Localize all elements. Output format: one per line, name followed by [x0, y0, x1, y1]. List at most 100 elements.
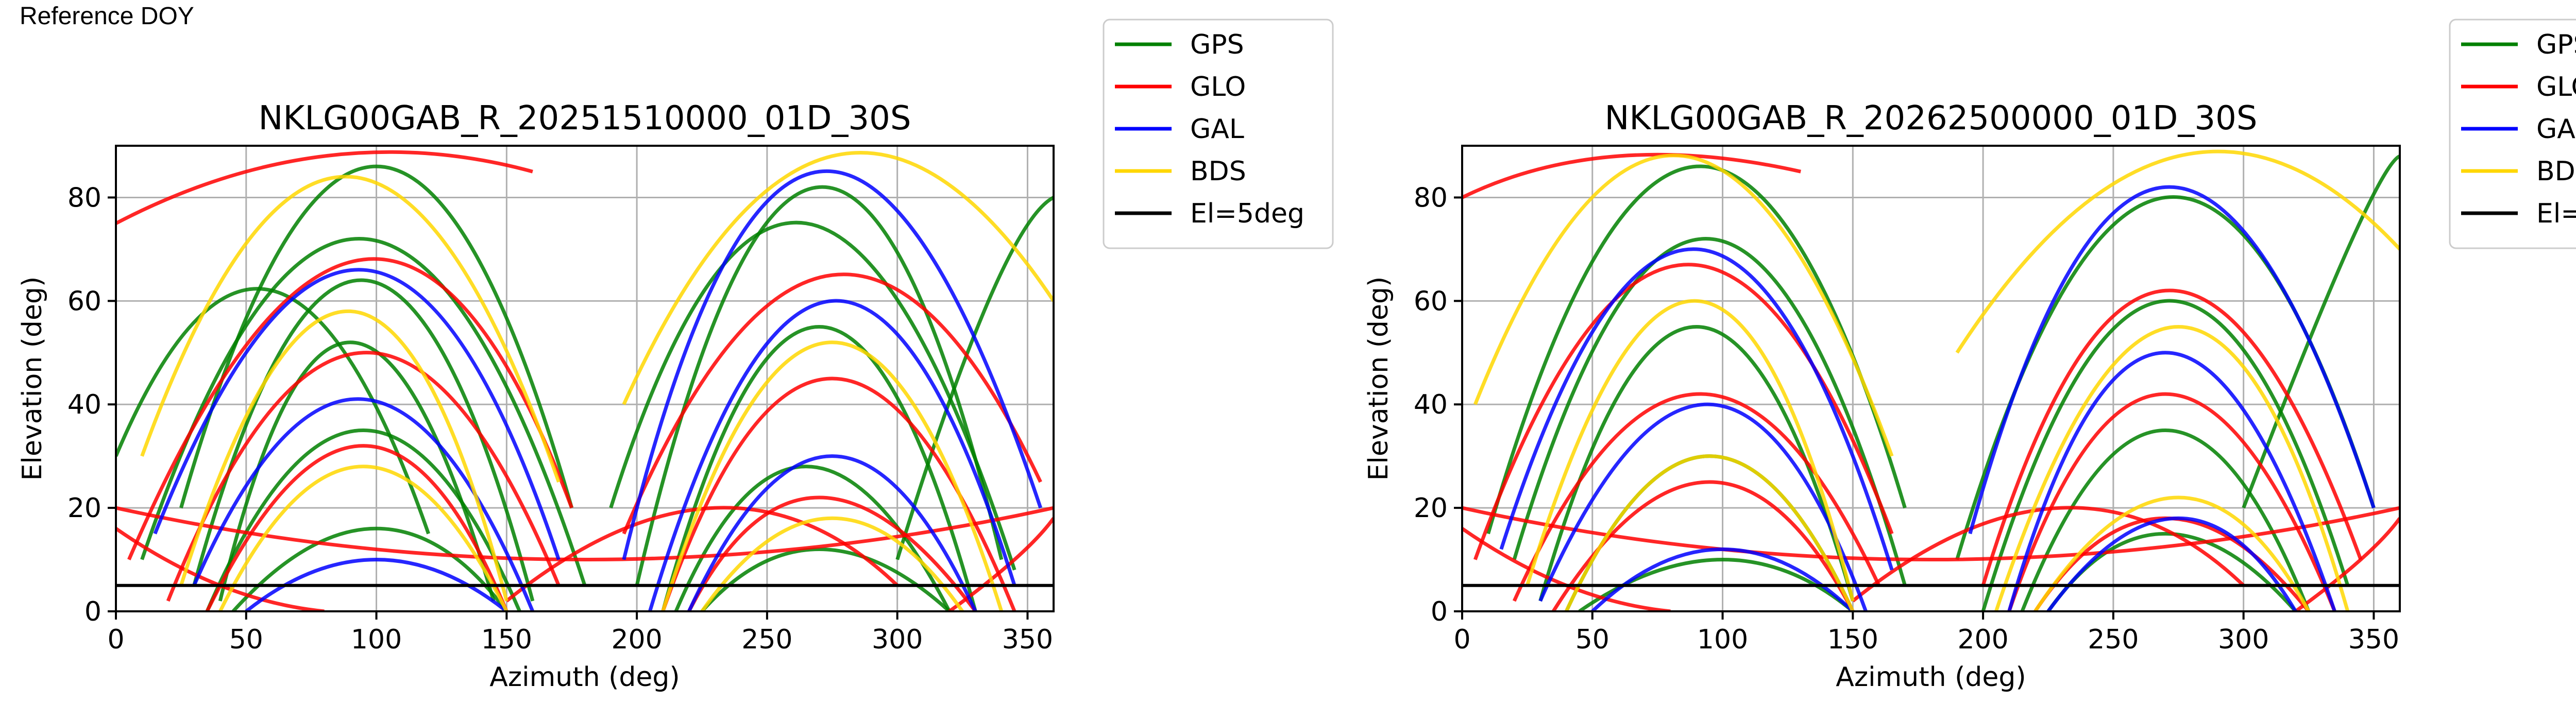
legend-label: BDS: [2536, 156, 2576, 187]
series-arc-glo: [127, 257, 573, 560]
series-arc-bds: [622, 150, 1054, 405]
y-tick-label: 0: [1431, 596, 1448, 627]
x-tick-label: 50: [229, 624, 263, 655]
legend-label: GPS: [1190, 29, 1244, 60]
series-arc-glo: [1512, 392, 1881, 602]
plot-frame: [1461, 145, 2401, 612]
series-arc-bds: [218, 465, 509, 611]
legend-label: BDS: [1190, 156, 1246, 187]
legend-label: GLO: [1190, 72, 1246, 102]
series-arc-gps: [1981, 299, 2350, 611]
x-tick-label: 350: [2348, 624, 2399, 655]
chart-title: NKLG00GAB_R_20262500000_01D_30S: [1605, 99, 2258, 138]
legend-label: GPS: [2536, 29, 2576, 60]
series-arc-glo: [2007, 392, 2336, 611]
chart-panel-right: 0 50 100 150 200 250 300 350 0 20 40 60 80 NKLG00GAB_…: [1363, 19, 2576, 693]
series-arc-glo: [1473, 263, 1894, 560]
x-axis-label: Azimuth (deg): [489, 662, 680, 693]
x-tick-label: 150: [1827, 624, 1878, 655]
series-arc-glo: [1981, 288, 2363, 586]
series-group: [1462, 149, 2400, 611]
series-arc-glo: [505, 506, 899, 603]
chart-panel-left: 0 50 100 150 200 250 300 350 0 20 40 60 80 NKLG00GAB_…: [17, 19, 1334, 693]
series-arc-gal: [622, 169, 1043, 560]
legend-label: GAL: [2536, 114, 2576, 145]
legend-box: [1103, 19, 1334, 249]
series-arc-gps: [674, 465, 951, 611]
series-arc-gps: [2020, 428, 2311, 611]
series-arc-glo: [116, 506, 1054, 562]
series-arc-gps: [1486, 164, 1907, 535]
series-arc-bds: [1526, 299, 1855, 602]
y-tick-label: 80: [67, 182, 101, 213]
series-arc-glo: [2294, 517, 2400, 611]
series-group: [116, 150, 1054, 611]
y-tick-label: 40: [1414, 389, 1448, 420]
series-arc-gps: [2242, 154, 2400, 509]
y-tick-label: 0: [84, 596, 101, 627]
legend-label: GAL: [1190, 114, 1244, 145]
y-axis-label: Elevation (deg): [1363, 277, 1394, 481]
legend-label: El=5deg: [2536, 198, 2576, 229]
series-arc-bds: [1955, 149, 2400, 354]
series-arc-gal: [192, 397, 535, 611]
series-arc-gps: [700, 547, 951, 611]
legend-box: [2449, 19, 2576, 249]
x-tick-label: 250: [2088, 624, 2139, 655]
series-arc-glo: [1462, 506, 2400, 562]
series-arc-gps: [895, 196, 1054, 560]
x-tick-label: 200: [1957, 624, 2008, 655]
series-arc-glo: [166, 351, 561, 602]
x-tick-label: 150: [481, 624, 532, 655]
x-axis-label: Azimuth (deg): [1836, 662, 2026, 693]
y-tick-label: 20: [1414, 493, 1448, 524]
chart-title: NKLG00GAB_R_20251510000_01D_30S: [259, 99, 911, 138]
series-arc-bds: [1565, 454, 1855, 611]
series-arc-gal: [648, 299, 1016, 611]
series-arc-bds: [1994, 325, 2350, 611]
series-arc-gps: [205, 428, 521, 611]
x-tick-label: 300: [872, 624, 923, 655]
series-arc-glo: [116, 150, 533, 225]
series-arc-gal: [2046, 516, 2297, 611]
y-tick-label: 60: [67, 286, 101, 317]
series-arc-bds: [179, 309, 509, 602]
x-tick-label: 100: [351, 624, 402, 655]
series-arc-gal: [1591, 547, 1854, 611]
y-tick-label: 60: [1414, 286, 1448, 317]
x-tick-label: 0: [1453, 624, 1470, 655]
series-arc-gal: [1968, 185, 2376, 535]
series-arc-glo: [1852, 506, 2245, 603]
series-arc-gps: [1512, 237, 1907, 586]
series-arc-glo: [1462, 152, 1801, 199]
series-arc-gal: [2007, 351, 2336, 611]
series-arc-gps: [635, 185, 1004, 586]
series-arc-bds: [1473, 153, 1894, 457]
series-arc-bds: [700, 516, 964, 611]
y-tick-label: 80: [1414, 182, 1448, 213]
series-arc-gps: [140, 237, 587, 586]
series-arc-gal: [687, 454, 977, 611]
y-axis-label: Elevation (deg): [17, 277, 48, 481]
x-tick-label: 100: [1697, 624, 1748, 655]
series-arc-bds: [140, 175, 561, 483]
series-arc-gal: [1538, 402, 1868, 611]
series-arc-bds: [2033, 495, 2311, 611]
series-arc-glo: [622, 272, 1042, 535]
x-tick-label: 0: [107, 624, 124, 655]
legend: GPS GLO GAL BDS El=5deg: [2449, 19, 2576, 249]
x-tick-label: 250: [741, 624, 792, 655]
y-tick-label: 40: [67, 389, 101, 420]
x-tick-label: 300: [2218, 624, 2269, 655]
series-arc-gal: [153, 268, 561, 560]
series-arc-glo: [205, 444, 509, 611]
series-arc-bds: [661, 340, 1004, 611]
x-tick-label: 200: [611, 624, 662, 655]
legend-label: El=5deg: [1190, 198, 1304, 229]
legend: GPS GLO GAL BDS El=5deg: [1103, 19, 1334, 249]
plot-frame: [115, 145, 1055, 612]
figure-corner-label: Reference DOY: [20, 3, 194, 30]
x-tick-label: 50: [1575, 624, 1609, 655]
legend-label: GLO: [2536, 72, 2576, 102]
